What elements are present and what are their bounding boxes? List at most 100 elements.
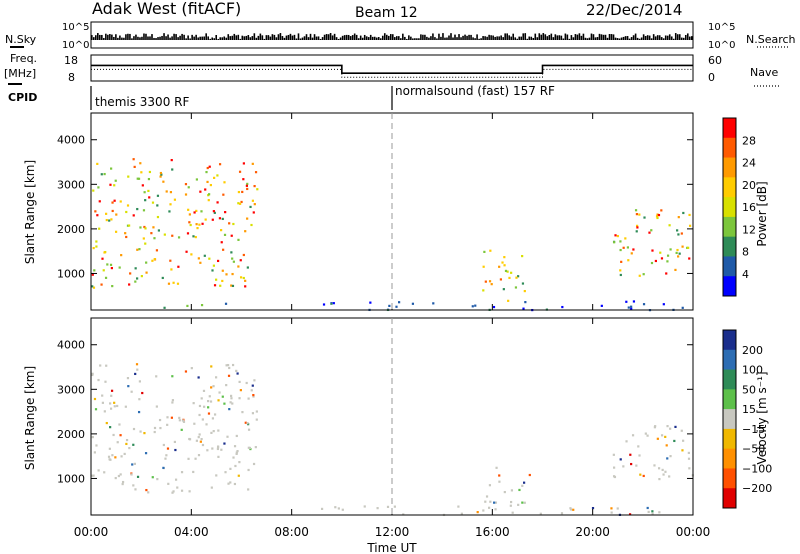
scatter-cell — [105, 364, 108, 367]
scatter-cell — [170, 416, 173, 419]
colorbar-segment — [723, 256, 736, 277]
velocity-scatter — [91, 363, 694, 517]
noise-sample — [347, 34, 350, 40]
scatter-cell — [139, 430, 142, 433]
scatter-cell — [255, 410, 258, 413]
noise-sample — [490, 35, 492, 40]
noise-sample — [586, 38, 589, 40]
scatter-cell — [569, 507, 572, 510]
scatter-cell — [136, 368, 139, 371]
scatter-cell — [211, 417, 215, 420]
scatter-cell — [687, 246, 690, 249]
noise-sample — [548, 34, 551, 40]
scatter-cell — [688, 224, 692, 227]
noise-sample — [251, 36, 254, 40]
noise-sample — [189, 38, 191, 40]
noise-sample — [187, 35, 189, 40]
noise-sample — [363, 34, 366, 40]
noise-sample — [648, 35, 651, 40]
scatter-cell — [155, 375, 158, 378]
power-ylabel: Slant Range [km] — [23, 160, 37, 264]
scatter-cell — [591, 506, 595, 510]
noise-sample — [492, 35, 494, 40]
noise-sample — [412, 38, 414, 40]
scatter-cell — [145, 261, 148, 264]
scatter-cell — [501, 261, 504, 264]
scatter-cell — [217, 445, 220, 448]
noise-sample — [466, 35, 468, 40]
scatter-cell — [638, 213, 641, 216]
scatter-cell — [91, 372, 94, 375]
scatter-cell — [109, 183, 112, 186]
scatter-cell — [104, 276, 108, 279]
scatter-cell — [249, 447, 252, 451]
noise-sample — [233, 33, 236, 40]
scatter-cell — [171, 399, 175, 402]
scatter-cell — [190, 367, 193, 370]
scatter-cell — [244, 279, 247, 282]
y-tick-label: 3000 — [57, 383, 85, 396]
scatter-cell — [210, 386, 213, 389]
scatter-cell — [124, 405, 127, 408]
noise-sample — [686, 33, 689, 40]
scatter-cell — [105, 421, 108, 425]
scatter-cell — [135, 363, 139, 366]
scatter-cell — [244, 285, 247, 288]
date-title: 22/Dec/2014 — [586, 1, 682, 19]
scatter-cell — [138, 380, 142, 383]
scatter-cell — [114, 456, 117, 459]
noise-sample — [165, 36, 167, 40]
noise-sample — [594, 37, 597, 40]
noise-sample — [654, 36, 657, 40]
scatter-cell — [187, 186, 190, 189]
scatter-cell — [188, 213, 191, 216]
scatter-cell — [92, 189, 95, 192]
colorbar-segment — [723, 488, 736, 509]
noise-sample — [91, 35, 93, 40]
scatter-cell — [117, 474, 121, 478]
nave-tick-bottom: 0 — [708, 71, 715, 84]
noise-sample — [235, 35, 238, 40]
scatter-cell — [123, 452, 126, 456]
scatter-cell — [247, 428, 251, 431]
scatter-cell — [235, 451, 238, 454]
scatter-cell — [120, 455, 123, 458]
scatter-cell — [677, 233, 680, 236]
noise-sample — [365, 36, 368, 40]
noise-sample — [171, 36, 173, 40]
noise-sample — [406, 38, 408, 40]
scatter-cell — [619, 273, 622, 277]
noise-sample — [632, 35, 635, 40]
noise-sample — [560, 35, 563, 40]
scatter-cell — [133, 462, 136, 465]
scatter-cell — [237, 474, 240, 477]
noise-sample — [177, 37, 179, 40]
noise-sample — [195, 34, 197, 40]
scatter-cell — [148, 170, 152, 174]
scatter-cell — [134, 280, 137, 283]
scatter-cell — [139, 162, 142, 165]
scatter-cell — [98, 227, 101, 230]
scatter-cell — [515, 276, 518, 279]
scatter-cell — [181, 419, 185, 422]
scatter-cell — [498, 265, 501, 268]
scatter-cell — [201, 222, 204, 225]
scatter-cell — [662, 473, 665, 476]
scatter-cell — [101, 401, 104, 404]
scatter-cell — [186, 232, 190, 235]
noise-sample — [526, 38, 529, 40]
noise-sample — [145, 33, 147, 40]
scatter-cell — [138, 248, 141, 251]
scatter-cell — [100, 283, 103, 286]
scatter-cell — [180, 428, 183, 431]
scatter-cell — [133, 165, 136, 169]
scatter-cell — [164, 457, 167, 460]
scatter-cell — [100, 173, 103, 176]
noise-sample — [183, 34, 185, 40]
noise-sample — [331, 35, 334, 40]
noise-sample — [191, 34, 193, 40]
scatter-cell — [522, 307, 525, 310]
noise-sample — [392, 34, 394, 40]
scatter-cell — [172, 281, 175, 284]
scatter-cell — [200, 397, 203, 400]
